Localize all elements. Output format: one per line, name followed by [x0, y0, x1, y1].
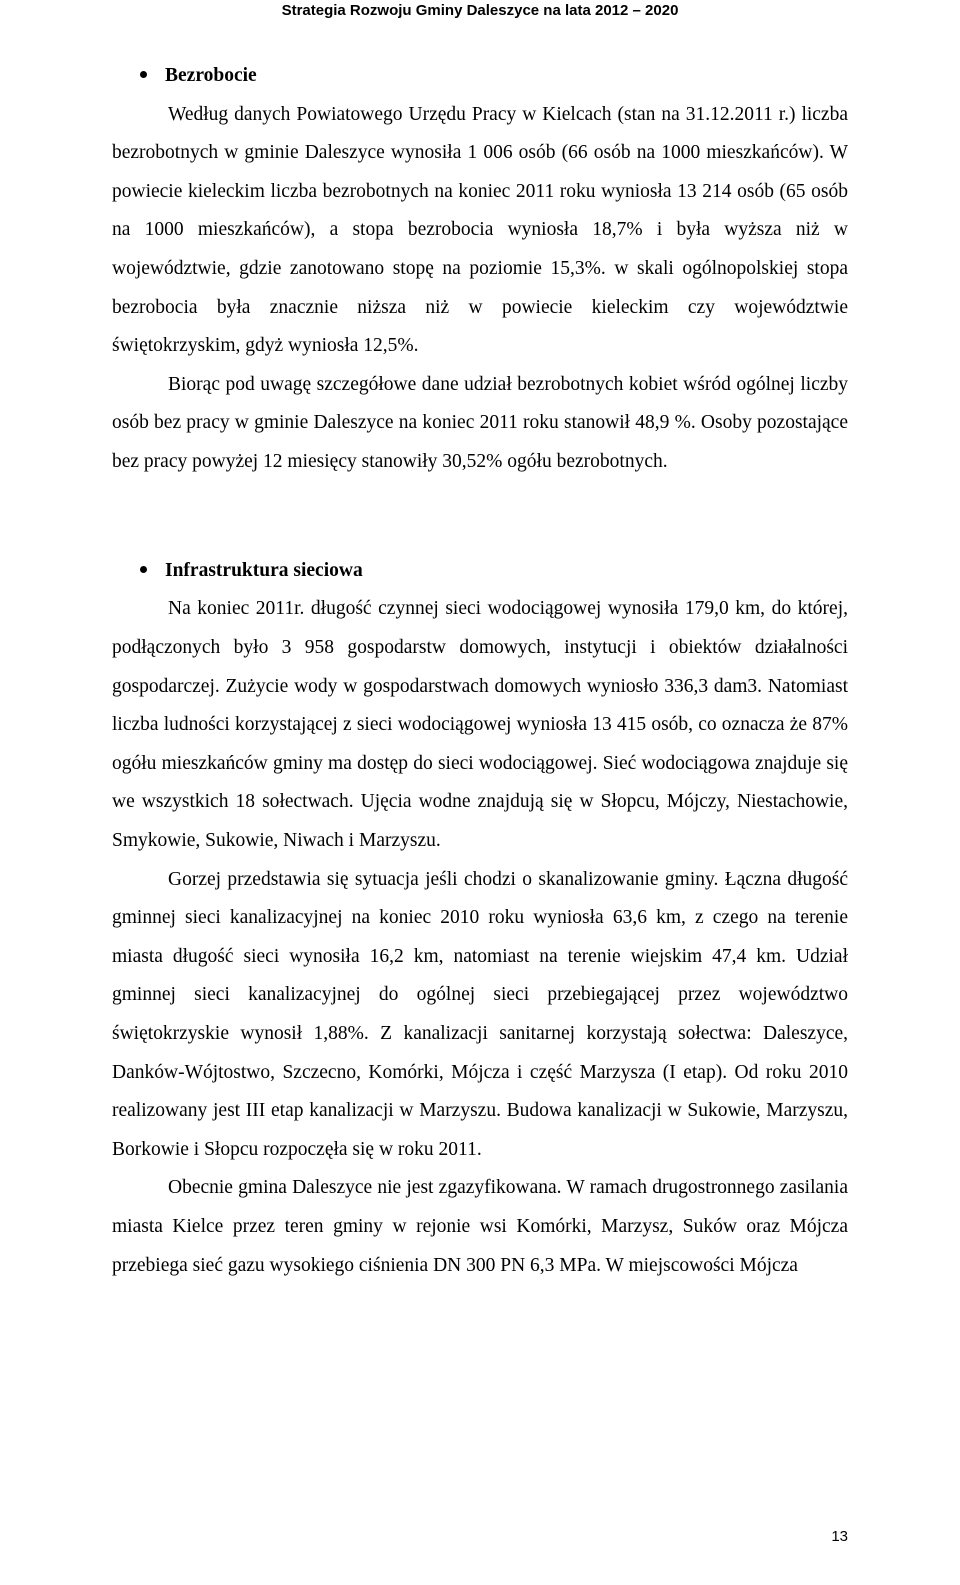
section-heading-bezrobocie: Bezrobocie [112, 57, 848, 96]
document-page: Strategia Rozwoju Gminy Daleszyce na lat… [0, 0, 960, 1585]
paragraph: Gorzej przedstawia się sytuacja jeśli ch… [112, 861, 848, 1170]
paragraph: Według danych Powiatowego Urzędu Pracy w… [112, 96, 848, 366]
paragraph: Obecnie gmina Daleszyce nie jest zgazyfi… [112, 1169, 848, 1285]
bullet-icon [140, 566, 147, 573]
section-heading-infrastruktura: Infrastruktura sieciowa [112, 552, 848, 591]
running-header: Strategia Rozwoju Gminy Daleszyce na lat… [112, 0, 848, 19]
bullet-icon [140, 71, 147, 78]
paragraph: Na koniec 2011r. długość czynnej sieci w… [112, 590, 848, 860]
body-text: Bezrobocie Według danych Powiatowego Urz… [112, 57, 848, 1285]
section-title: Infrastruktura sieciowa [165, 552, 363, 591]
paragraph: Biorąc pod uwagę szczegółowe dane udział… [112, 366, 848, 482]
section-gap [112, 482, 848, 552]
section-title: Bezrobocie [165, 57, 257, 96]
page-number: 13 [831, 1528, 848, 1545]
